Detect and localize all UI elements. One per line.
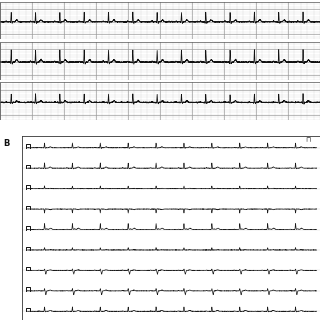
- Text: ⊓: ⊓: [305, 138, 310, 144]
- Text: B: B: [3, 139, 10, 148]
